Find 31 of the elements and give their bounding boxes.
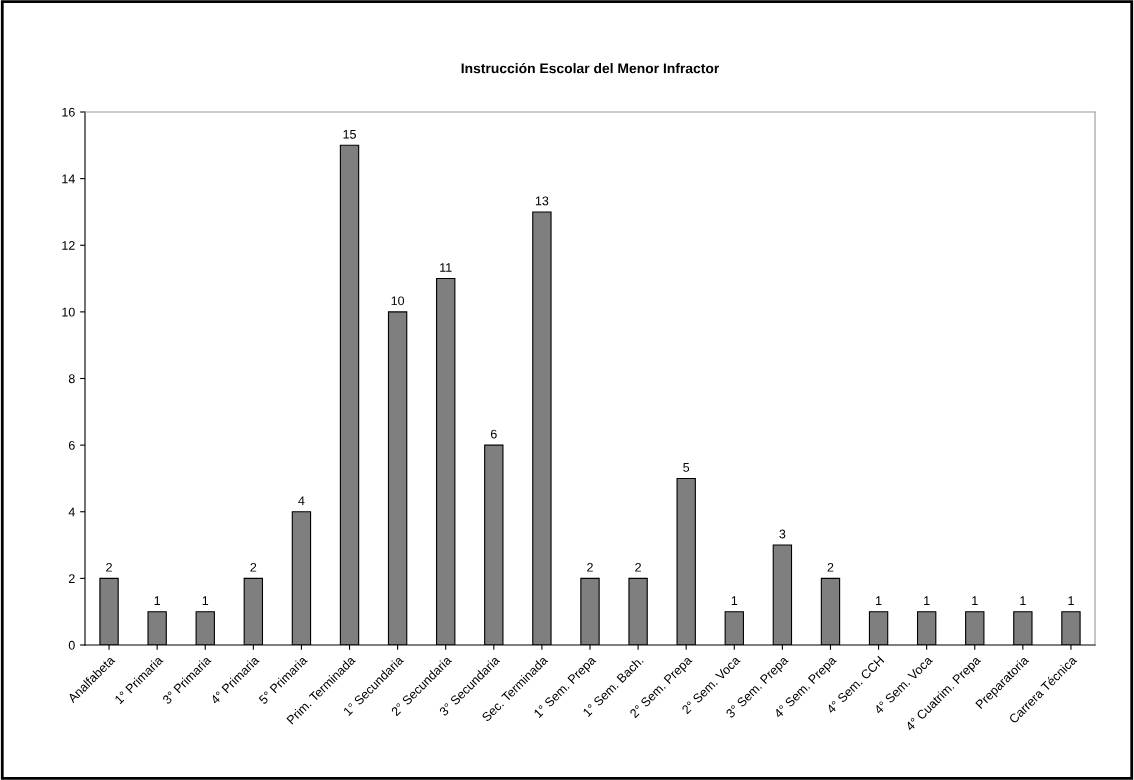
data-label: 1 — [972, 596, 978, 605]
data-label: 1 — [924, 596, 930, 605]
data-label: 1 — [1020, 596, 1026, 605]
y-tick-label: 4 — [68, 507, 75, 517]
y-tick-label: 6 — [68, 440, 75, 450]
data-label: 10 — [391, 296, 405, 306]
data-label: 5 — [683, 463, 690, 472]
y-tick-label: 0 — [68, 640, 75, 650]
data-label: 1 — [731, 596, 738, 605]
data-label: 13 — [535, 196, 549, 206]
data-label: 1 — [1068, 596, 1074, 605]
chart-title: Instrucción Escolar del Menor Infractor — [461, 62, 720, 74]
y-tick-label: 14 — [62, 174, 75, 184]
data-label: 1 — [876, 596, 882, 605]
data-label: 6 — [490, 429, 497, 439]
data-label: 15 — [343, 129, 356, 139]
y-tick-label: 12 — [62, 241, 75, 250]
data-label: 1 — [154, 596, 161, 605]
data-label: 4 — [298, 496, 305, 505]
data-label: 2 — [250, 562, 257, 572]
y-tick-label: 10 — [62, 307, 75, 317]
data-label: 2 — [587, 562, 593, 572]
y-tick-label: 16 — [62, 107, 75, 117]
data-label: 1 — [202, 596, 209, 605]
data-label: 3 — [779, 529, 786, 539]
data-label: 11 — [440, 263, 452, 272]
data-label: 2 — [106, 562, 112, 572]
y-tick-label: 2 — [68, 574, 75, 583]
y-tick-label: 8 — [68, 374, 75, 384]
data-label: 2 — [635, 562, 641, 572]
data-label: 2 — [827, 562, 834, 572]
